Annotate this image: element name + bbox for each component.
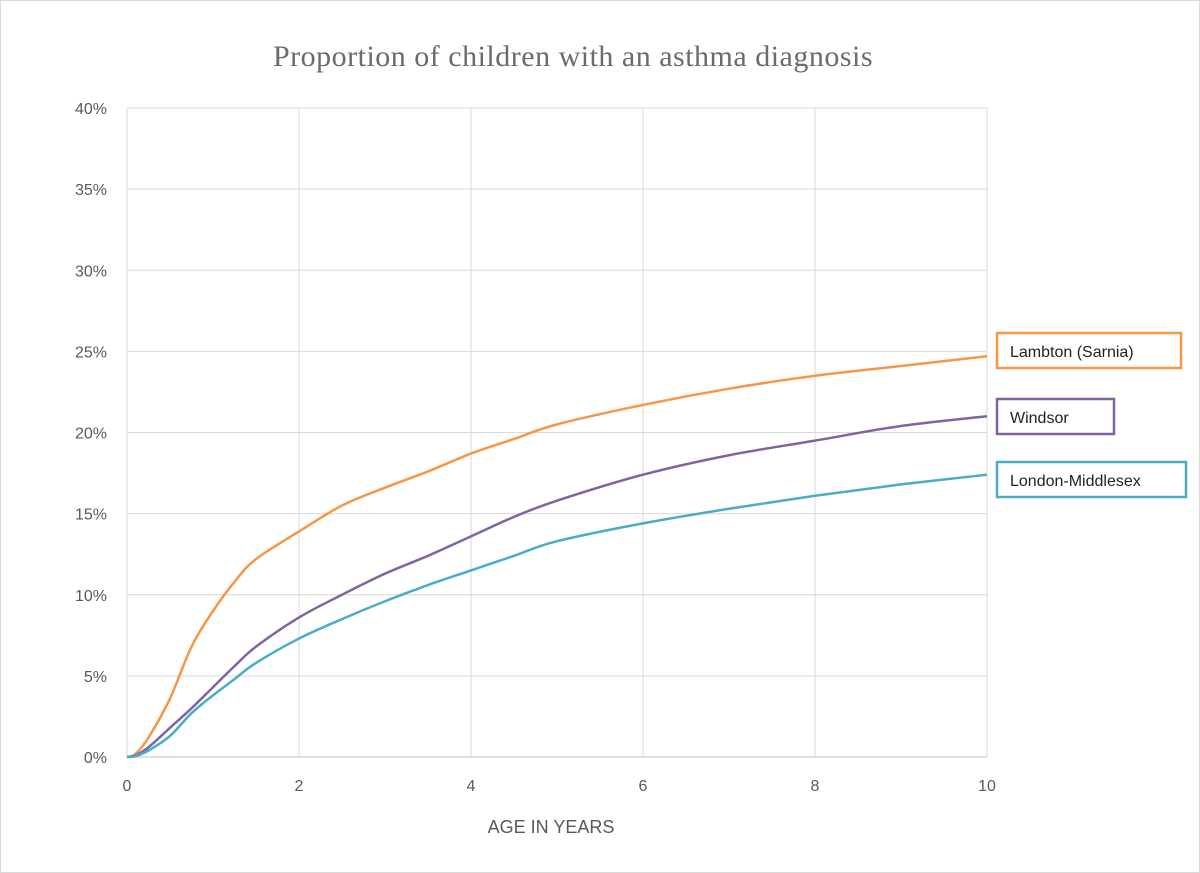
y-tick-label: 15% [75,507,107,524]
x-tick-label: 0 [123,778,132,795]
y-tick-label: 35% [75,182,107,199]
y-tick-label: 25% [75,344,107,361]
y-axis-ticks: 0% 5% 10% 15% 20% 25% 30% 35% 40% [75,101,107,767]
series-line-windsor [126,415,988,759]
y-tick-label: 5% [84,669,107,686]
series-line-lambton-sarnia [126,354,988,759]
y-tick-label: 10% [75,588,107,605]
x-axis-ticks: 0 2 4 6 8 10 [123,778,996,795]
x-tick-label: 10 [978,778,996,795]
gridlines [126,107,988,758]
series-label-text: Lambton (Sarnia) [1010,344,1134,361]
series-label-lambton-sarnia: Lambton (Sarnia) [995,331,1183,370]
series-label-box [995,397,1116,436]
y-tick-label: 20% [75,426,107,443]
series-lines [126,354,988,759]
x-tick-label: 8 [811,778,820,795]
y-tick-label: 40% [75,101,107,118]
x-tick-label: 6 [639,778,648,795]
y-tick-label: 0% [84,750,107,767]
y-tick-label: 30% [75,263,107,280]
series-label-box [995,331,1183,370]
series-label-windsor: Windsor [995,397,1116,436]
x-tick-label: 2 [295,778,304,795]
series-label-text: Windsor [1010,410,1069,427]
series-label-box [995,460,1188,499]
series-labels: Lambton (Sarnia) Windsor London-Middlesex [995,331,1188,499]
series-label-london-middlesex: London-Middlesex [995,460,1188,499]
x-axis-label: AGE IN YEARS [488,817,615,837]
series-label-text: London-Middlesex [1010,473,1141,490]
chart-title: Proportion of children with an asthma di… [273,40,873,73]
series-line-london-middlesex [126,473,988,759]
x-tick-label: 4 [467,778,476,795]
